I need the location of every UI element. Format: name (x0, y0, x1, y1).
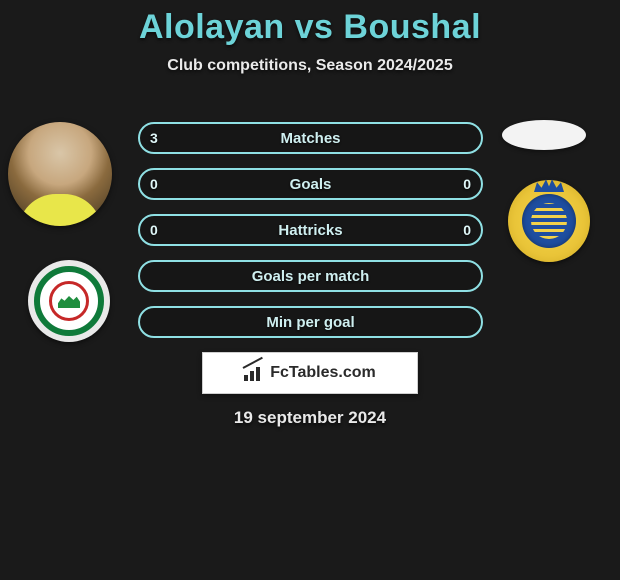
club-right-badge (508, 180, 590, 262)
stat-label: Matches (280, 130, 340, 147)
alnassr-logo-icon (508, 180, 590, 262)
stat-label: Goals (290, 176, 332, 193)
stat-label: Hattricks (278, 222, 342, 239)
page-title: Alolayan vs Boushal (0, 8, 620, 47)
stat-left-value: 3 (150, 130, 158, 146)
stat-row-matches: 3 Matches (138, 122, 483, 154)
source-badge-label: FcTables.com (270, 364, 376, 382)
stat-row-goals: 0 Goals 0 (138, 168, 483, 200)
source-badge[interactable]: FcTables.com (202, 352, 418, 394)
player-left-avatar (8, 122, 112, 226)
subtitle: Club competitions, Season 2024/2025 (0, 57, 620, 75)
stat-right-value: 0 (463, 222, 471, 238)
date-label: 19 september 2024 (0, 408, 620, 428)
stat-row-min-per-goal: Min per goal (138, 306, 483, 338)
stat-left-value: 0 (150, 176, 158, 192)
stat-row-goals-per-match: Goals per match (138, 260, 483, 292)
stats-list: 3 Matches 0 Goals 0 0 Hattricks 0 Goals … (138, 122, 483, 352)
ettifaq-logo-icon (28, 260, 110, 342)
stat-left-value: 0 (150, 222, 158, 238)
club-left-badge (28, 260, 110, 342)
stat-row-hattricks: 0 Hattricks 0 (138, 214, 483, 246)
stat-right-value: 0 (463, 176, 471, 192)
player-right-avatar (502, 120, 586, 150)
stat-label: Goals per match (252, 268, 370, 285)
stat-label: Min per goal (266, 314, 354, 331)
barchart-icon (244, 365, 264, 381)
